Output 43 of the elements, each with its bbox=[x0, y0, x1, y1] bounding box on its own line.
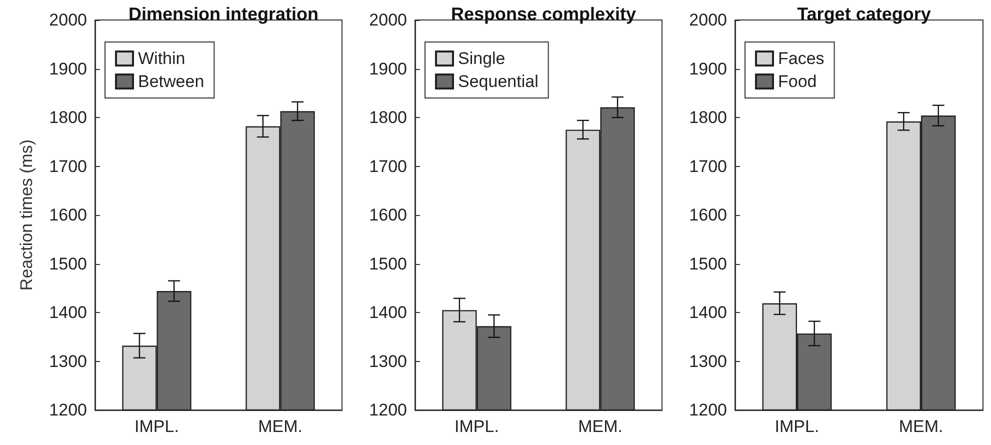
x-tick-label: IMPL. bbox=[134, 417, 179, 436]
y-tick-label: 1300 bbox=[49, 352, 87, 371]
y-tick-label: 1500 bbox=[689, 254, 727, 274]
x-tick-label: IMPL. bbox=[774, 417, 820, 436]
y-tick-label: 1400 bbox=[49, 303, 87, 322]
y-tick-label: 1700 bbox=[689, 156, 727, 176]
y-tick-label: 1600 bbox=[49, 206, 87, 224]
x-tick-label: MEM. bbox=[898, 417, 944, 436]
legend-label: Within bbox=[138, 49, 186, 68]
y-tick-label: 1900 bbox=[689, 59, 727, 78]
chart-title: Response complexity bbox=[450, 4, 636, 24]
y-tick-label: 1800 bbox=[49, 108, 87, 127]
y-tick-label: 1800 bbox=[369, 108, 407, 127]
y-tick-label: 2000 bbox=[49, 10, 87, 30]
y-tick-label: 1200 bbox=[369, 400, 407, 420]
x-tick-label: MEM. bbox=[258, 417, 302, 436]
y-tick-label: 1700 bbox=[369, 156, 407, 176]
chart-title: Target category bbox=[797, 4, 931, 24]
y-tick-label: 1900 bbox=[369, 59, 407, 78]
y-tick-label: 2000 bbox=[369, 10, 407, 30]
y-tick-label: 1600 bbox=[369, 206, 407, 224]
y-tick-label: 2000 bbox=[689, 10, 727, 30]
x-tick-label: MEM. bbox=[578, 417, 622, 436]
legend-label: Between bbox=[138, 72, 204, 91]
y-tick-label: 1300 bbox=[689, 352, 727, 371]
y-tick-label: 1800 bbox=[689, 108, 727, 127]
y-tick-label: 1900 bbox=[49, 59, 87, 78]
chart-title: Dimension integration bbox=[128, 4, 319, 24]
x-tick-label: IMPL. bbox=[454, 417, 499, 436]
legend-label: Sequential bbox=[458, 72, 538, 91]
y-axis-title: Reaction times (ms) bbox=[17, 139, 36, 291]
y-tick-label: 1600 bbox=[689, 206, 727, 224]
y-tick-label: 1200 bbox=[49, 400, 87, 420]
y-tick-label: 1400 bbox=[689, 303, 727, 322]
legend-label: Faces bbox=[778, 49, 824, 68]
y-tick-label: 1400 bbox=[369, 303, 407, 322]
legend-label: Single bbox=[458, 49, 506, 68]
y-tick-label: 1200 bbox=[689, 400, 727, 420]
y-tick-label: 1500 bbox=[49, 254, 87, 274]
y-tick-label: 1500 bbox=[369, 254, 407, 274]
y-tick-label: 1300 bbox=[369, 352, 407, 371]
legend-label: Food bbox=[778, 72, 817, 91]
y-tick-label: 1700 bbox=[49, 156, 87, 176]
